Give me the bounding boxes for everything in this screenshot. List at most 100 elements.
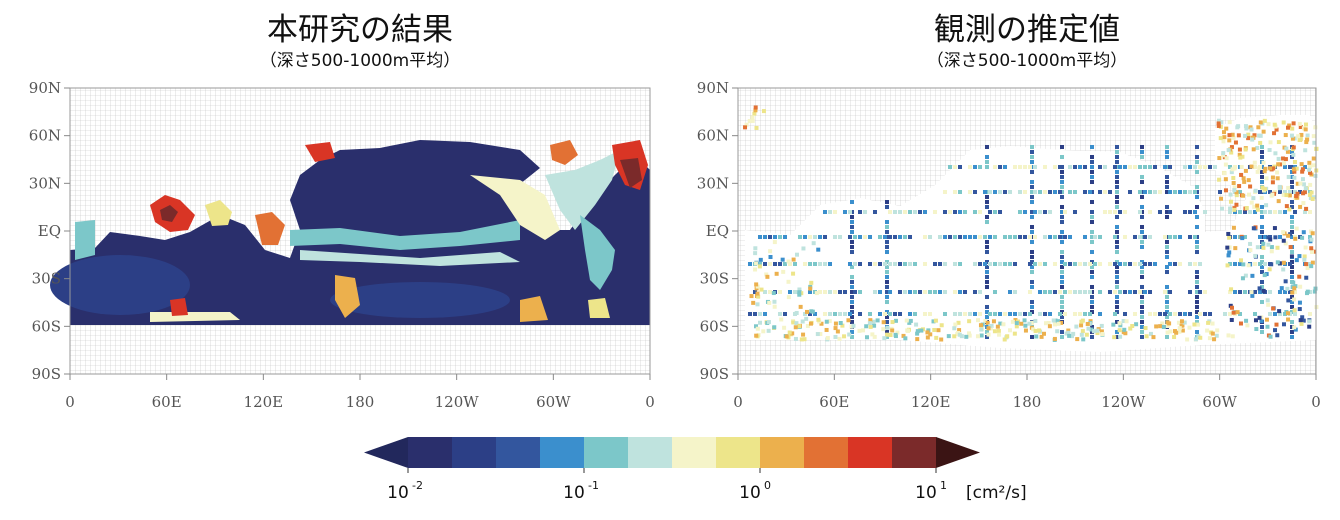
observation-cell xyxy=(1117,321,1122,326)
observation-cell xyxy=(870,332,875,337)
observation-cell xyxy=(765,274,770,279)
observation-cell xyxy=(873,262,877,266)
observation-cell xyxy=(1013,165,1017,169)
observation-cell xyxy=(1165,240,1169,244)
observation-cell xyxy=(1252,160,1257,165)
observation-cell xyxy=(850,220,854,224)
observation-cell xyxy=(1058,235,1062,239)
observation-cell xyxy=(1293,290,1297,294)
observation-cell xyxy=(1193,190,1197,194)
x-tick-label: 0 xyxy=(65,393,75,411)
observation-cell xyxy=(931,319,936,324)
observation-cell xyxy=(838,312,842,316)
observation-cell xyxy=(885,250,889,254)
observation-cell xyxy=(1108,290,1112,294)
observation-cell xyxy=(1048,190,1052,194)
observation-cell xyxy=(1290,265,1294,269)
observation-cell xyxy=(780,257,785,262)
observation-cell xyxy=(1195,215,1199,219)
observation-cell xyxy=(1269,193,1274,198)
observation-cell xyxy=(1290,185,1294,189)
observation-cell xyxy=(790,331,795,336)
observation-cell xyxy=(1290,200,1294,204)
observation-cell xyxy=(928,290,932,294)
observation-cell xyxy=(1179,323,1184,328)
observation-cell xyxy=(833,312,837,316)
observation-cell xyxy=(871,319,876,324)
observation-cell xyxy=(1060,260,1064,264)
observation-cell xyxy=(1060,145,1064,149)
observation-cell xyxy=(1303,245,1308,250)
observation-cell xyxy=(978,312,982,316)
observation-cell xyxy=(938,262,942,266)
observation-cell xyxy=(1038,290,1042,294)
observation-cell xyxy=(1313,286,1318,291)
observation-cell xyxy=(1268,140,1273,145)
observation-cell xyxy=(1275,170,1280,175)
observation-cell xyxy=(863,235,867,239)
observation-cell xyxy=(1148,312,1152,316)
observation-cell xyxy=(864,335,869,340)
observation-cell xyxy=(993,312,997,316)
observation-cell xyxy=(1276,199,1281,204)
observation-cell xyxy=(908,312,912,316)
observation-cell xyxy=(878,312,882,316)
observation-cell xyxy=(1275,333,1280,338)
observation-cell xyxy=(1295,181,1300,186)
ocean-field xyxy=(743,105,1319,352)
observation-cell xyxy=(1165,255,1169,259)
observation-cell xyxy=(978,323,983,328)
x-tick-label: 0 xyxy=(733,393,743,411)
observation-cell xyxy=(1290,155,1294,159)
observation-cell xyxy=(1228,199,1233,204)
observation-cell xyxy=(1308,312,1312,316)
observation-cell xyxy=(985,335,989,339)
observation-cell xyxy=(957,332,962,337)
observation-cell xyxy=(1160,321,1165,326)
observation-cell xyxy=(1290,215,1294,219)
observation-cell xyxy=(1115,240,1119,244)
observation-cell xyxy=(1203,165,1207,169)
observation-cell xyxy=(1300,235,1305,240)
observation-cell xyxy=(958,235,962,239)
observation-cell xyxy=(1290,300,1294,304)
observation-cell xyxy=(1038,262,1042,266)
observation-cell xyxy=(858,235,862,239)
observation-cell xyxy=(898,290,902,294)
observation-cell xyxy=(1165,245,1169,249)
observation-cell xyxy=(1255,145,1260,150)
observation-cell xyxy=(885,335,889,339)
observation-cell xyxy=(1165,324,1170,329)
observation-cell xyxy=(1281,120,1286,125)
observation-cell xyxy=(1195,155,1199,159)
observation-cell xyxy=(1305,291,1310,296)
observation-cell xyxy=(744,122,749,127)
observation-cell xyxy=(858,312,862,316)
observation-cell xyxy=(791,271,796,276)
observation-cell xyxy=(885,230,889,234)
observation-cell xyxy=(888,332,893,337)
observation-cell xyxy=(1030,185,1034,189)
colorbar-swatch xyxy=(804,437,849,468)
observation-cell xyxy=(1084,332,1089,337)
observation-cell xyxy=(1188,235,1192,239)
observation-cell xyxy=(1244,318,1249,323)
observation-cell xyxy=(1123,262,1127,266)
observation-cell xyxy=(1198,335,1203,340)
observation-cell xyxy=(1195,170,1199,174)
observation-cell xyxy=(1115,205,1119,209)
observation-cell xyxy=(998,321,1003,326)
observation-cell xyxy=(923,210,927,214)
observation-cell xyxy=(898,312,902,316)
observation-cell xyxy=(1260,225,1264,229)
observation-cell xyxy=(872,323,877,328)
observation-cell xyxy=(1138,190,1142,194)
observation-cell xyxy=(946,334,951,339)
observation-cell xyxy=(983,190,987,194)
observation-cell xyxy=(1095,328,1100,333)
observation-cell xyxy=(1098,190,1102,194)
observation-cell xyxy=(1030,210,1034,214)
observation-cell xyxy=(1283,165,1287,169)
observation-cell xyxy=(1133,262,1137,266)
